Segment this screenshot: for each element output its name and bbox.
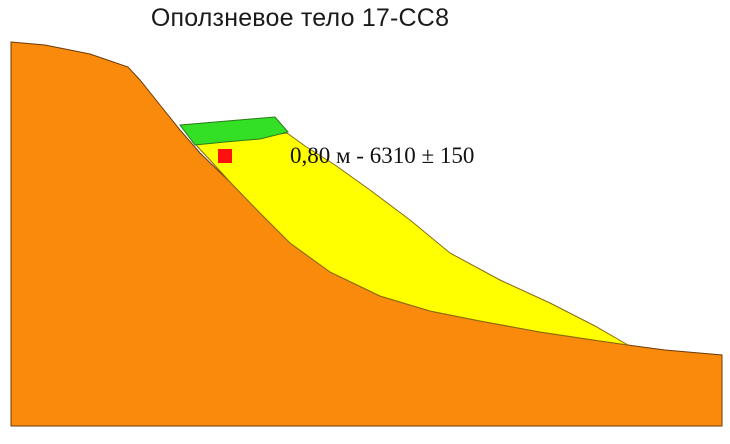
sample-label: 0,80 м - 6310 ± 150 bbox=[290, 143, 475, 168]
soil-cap bbox=[179, 116, 289, 146]
diagram-title: Оползневое тело 17-СС8 bbox=[150, 4, 450, 32]
landslide-body bbox=[193, 132, 629, 346]
sample-marker bbox=[218, 149, 232, 163]
